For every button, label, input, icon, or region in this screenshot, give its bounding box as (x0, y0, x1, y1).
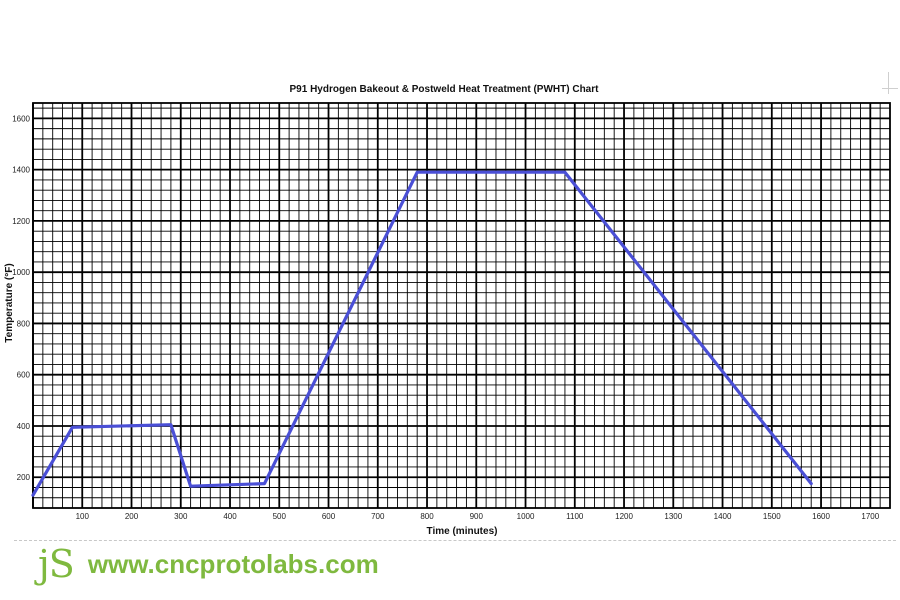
y-tick-label: 800 (17, 319, 31, 328)
x-tick-label: 700 (371, 512, 385, 521)
y-axis-label: Temperature (°F) (4, 263, 15, 342)
x-axis-label: Time (minutes) (427, 526, 498, 537)
y-tick-label: 400 (17, 422, 31, 431)
chart-grid (32, 102, 891, 509)
plot-border (32, 102, 891, 509)
y-tick-label: 600 (17, 371, 31, 380)
y-tick-label: 1200 (12, 217, 30, 226)
footer-divider (14, 540, 896, 541)
y-tick-label: 1400 (12, 166, 30, 175)
x-tick-label: 900 (470, 512, 484, 521)
y-tick-label: 1600 (12, 114, 30, 123)
x-tick-label: 1200 (615, 512, 633, 521)
x-axis-ticks: 100 200 300 400 500 600 700 800 900 1000 1100 1200 1… (76, 512, 880, 521)
x-tick-label: 1500 (763, 512, 781, 521)
x-tick-label: 100 (76, 512, 90, 521)
y-tick-label: 1000 (12, 268, 30, 277)
x-tick-label: 600 (322, 512, 336, 521)
y-tick-label: 200 (17, 473, 31, 482)
x-tick-label: 200 (125, 512, 139, 521)
brand-url-link[interactable]: www.cncprotolabs.com (87, 549, 379, 579)
footer: jS www.cncprotolabs.com (38, 542, 379, 586)
x-tick-label: 400 (223, 512, 237, 521)
y-axis-ticks: 200 400 600 800 1000 1200 1400 1600 (12, 114, 30, 482)
x-tick-label: 300 (174, 512, 188, 521)
x-tick-label: 1400 (714, 512, 732, 521)
x-tick-label: 800 (420, 512, 434, 521)
corner-dash (882, 88, 898, 89)
x-tick-label: 1000 (517, 512, 535, 521)
x-tick-label: 1300 (664, 512, 682, 521)
x-tick-label: 1100 (566, 512, 584, 521)
x-tick-label: 1600 (812, 512, 830, 521)
brand-logo: jS (38, 542, 75, 586)
chart-title: P91 Hydrogen Bakeout & Postweld Heat Tre… (290, 84, 600, 95)
series-group (31, 170, 813, 497)
corner-mark (888, 72, 897, 94)
series-line-0 (31, 170, 813, 497)
x-tick-label: 1700 (861, 512, 879, 521)
x-tick-label: 500 (273, 512, 287, 521)
